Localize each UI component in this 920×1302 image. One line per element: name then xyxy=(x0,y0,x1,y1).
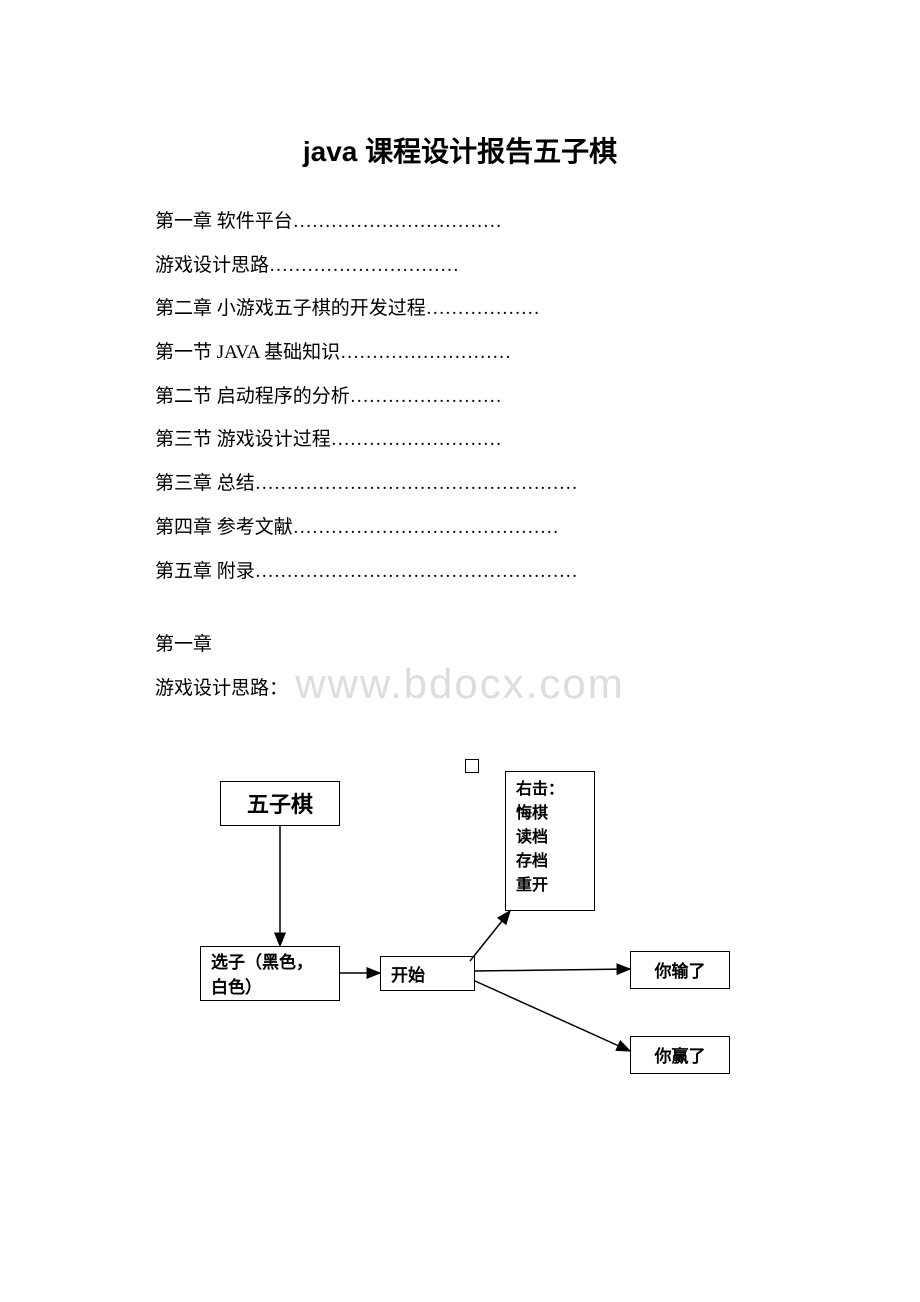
toc-line-1: 第一章 软件平台…………………………… xyxy=(155,200,765,244)
toc-line-6: 第三节 游戏设计过程……………………… xyxy=(155,418,765,462)
toc-line-2: 游戏设计思路………………………… xyxy=(155,244,765,288)
toc-line-4: 第一节 JAVA 基础知识……………………… xyxy=(155,331,765,375)
page-title: java 课程设计报告五子棋 xyxy=(155,130,765,170)
toc-line-3: 第二章 小游戏五子棋的开发过程……………… xyxy=(155,287,765,331)
toc-line-8: 第四章 参考文献…………………………………… xyxy=(155,506,765,550)
document-content: java 课程设计报告五子棋 第一章 软件平台…………………………… 游戏设计思… xyxy=(0,0,920,1131)
toc-line-7: 第三章 总结…………………………………………… xyxy=(155,462,765,506)
watermark-text: www.bdocx.com xyxy=(0,660,920,708)
flowchart-arrows xyxy=(160,751,760,1131)
toc-line-9: 第五章 附录…………………………………………… xyxy=(155,550,765,594)
toc-line-5: 第二节 启动程序的分析…………………… xyxy=(155,375,765,419)
flowchart-diagram: 五子棋 选子（黑色，白色） 开始 右击：悔棋读档存档重开 你输了 你赢了 xyxy=(160,751,760,1131)
